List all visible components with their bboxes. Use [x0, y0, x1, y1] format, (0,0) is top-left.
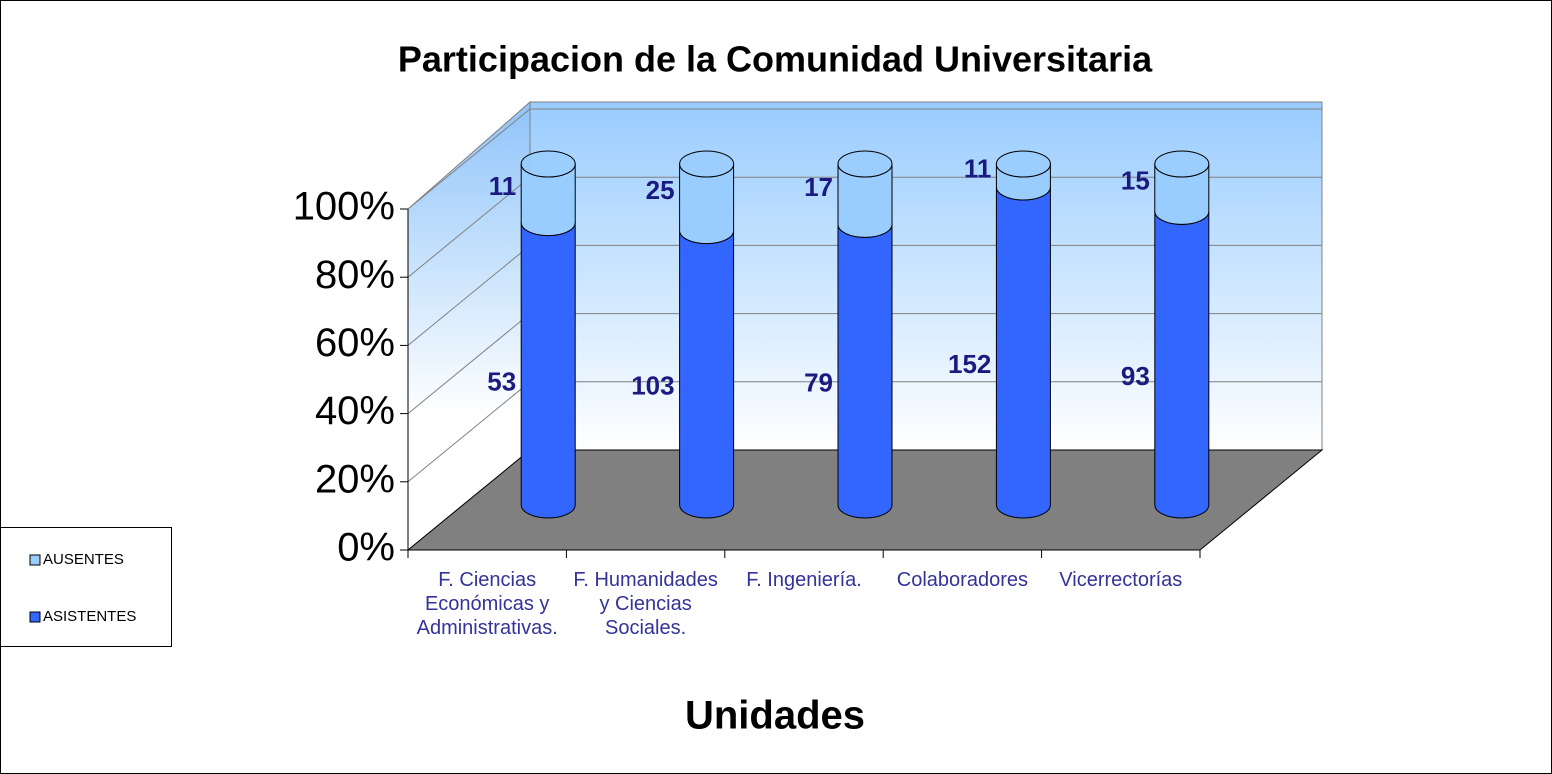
- cylinder-segment: [1154, 211, 1210, 519]
- x-tick-label-box: F. Ingeniería.: [746, 569, 862, 591]
- legend-label: ASISTENTES: [43, 608, 136, 625]
- legend-box: [0, 527, 172, 647]
- data-label: 25: [646, 175, 675, 205]
- x-axis-title: Unidades: [685, 694, 865, 738]
- grid-line: [407, 176, 531, 278]
- legend-label: AUSENTES: [43, 551, 124, 568]
- cylinder-segment: [679, 230, 735, 519]
- cylinder-top: [837, 150, 893, 178]
- cylinder-segment: [520, 222, 576, 519]
- legend-swatch: [29, 554, 41, 566]
- x-tick-label: F. Ciencias Económicas y Administrativas…: [416, 569, 558, 639]
- x-tick-label-box: F. Ciencias Económicas y Administrativas…: [416, 569, 558, 639]
- grid-line: [407, 381, 531, 483]
- x-tick-label: F. Humanidades y Ciencias Sociales.: [573, 569, 718, 639]
- grid-line: [407, 108, 531, 210]
- data-label: 79: [804, 368, 833, 398]
- chart-title: Participacion de la Comunidad Universita…: [398, 39, 1153, 80]
- y-tick-label: 80%: [315, 253, 395, 297]
- grid-line: [407, 313, 531, 414]
- data-label: 152: [948, 349, 991, 379]
- y-tick-label: 60%: [315, 321, 395, 365]
- x-tick-label-box: Vicerrectorías: [1059, 569, 1183, 591]
- cylinder-top: [995, 150, 1051, 178]
- data-label: 11: [964, 153, 992, 183]
- legend-swatch: [29, 611, 41, 623]
- data-label: 11: [489, 171, 517, 201]
- y-tick-label: 40%: [315, 389, 395, 433]
- data-label: 15: [1121, 166, 1150, 196]
- y-tick-label: 0%: [337, 526, 395, 570]
- data-label: 103: [631, 371, 674, 401]
- cylinder-top: [679, 150, 735, 178]
- grid-line: [407, 245, 531, 346]
- data-label: 17: [804, 172, 833, 202]
- cylinder-top: [1154, 150, 1210, 178]
- cylinder-top: [520, 150, 576, 178]
- x-tick-label-box: F. Humanidades y Ciencias Sociales.: [573, 569, 718, 639]
- x-tick-label: Colaboradores: [896, 569, 1028, 591]
- cylinder-segment: [995, 186, 1051, 519]
- cylinder-segment: [837, 224, 893, 519]
- x-tick-label: F. Ingeniería.: [746, 569, 862, 591]
- y-tick-label: 100%: [293, 185, 395, 229]
- y-tick-label: 20%: [315, 457, 395, 501]
- data-label: 93: [1121, 361, 1150, 391]
- data-label: 53: [487, 367, 516, 397]
- x-tick-label: Vicerrectorías: [1059, 569, 1183, 591]
- x-tick-label-box: Colaboradores: [896, 569, 1028, 591]
